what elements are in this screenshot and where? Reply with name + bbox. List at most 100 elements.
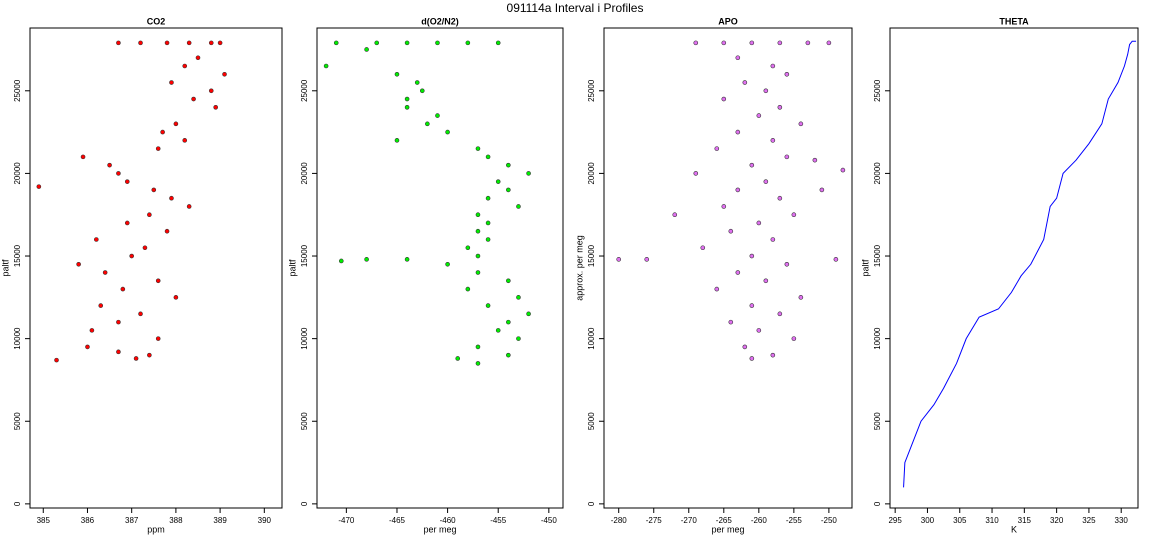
data-point xyxy=(155,336,161,341)
data-point xyxy=(819,187,825,193)
data-point xyxy=(195,55,201,61)
x-tick-label: -250 xyxy=(821,516,838,525)
data-point xyxy=(526,311,531,317)
data-point xyxy=(208,88,214,94)
data-point xyxy=(475,253,481,259)
data-point xyxy=(485,154,491,160)
data-point xyxy=(173,121,179,127)
data-point xyxy=(89,328,95,333)
y-tick-label: 20000 xyxy=(300,162,309,185)
data-point xyxy=(404,40,410,46)
y-tick-label: 0 xyxy=(873,501,882,506)
data-point xyxy=(714,286,720,292)
data-point xyxy=(777,311,783,317)
y-tick-label: 0 xyxy=(13,501,22,506)
data-point xyxy=(770,352,776,358)
data-point xyxy=(506,352,511,358)
data-point xyxy=(516,204,521,209)
data-point xyxy=(749,253,755,259)
data-point xyxy=(693,171,699,176)
data-point xyxy=(791,336,797,341)
data-point xyxy=(129,253,134,259)
data-point xyxy=(756,328,762,333)
data-point xyxy=(142,245,148,251)
data-point xyxy=(155,146,161,151)
data-point xyxy=(419,88,425,94)
data-point xyxy=(364,47,369,52)
data-point xyxy=(147,212,152,218)
y-tick-label: 0 xyxy=(587,501,596,506)
data-point xyxy=(465,245,471,251)
data-point xyxy=(721,96,727,102)
data-point xyxy=(213,105,218,110)
y-tick-label: 10000 xyxy=(13,327,22,350)
data-point xyxy=(840,167,846,173)
data-point xyxy=(124,220,130,226)
data-point xyxy=(98,303,104,308)
data-point xyxy=(735,270,741,275)
x-tick-label: -280 xyxy=(611,516,628,525)
data-point xyxy=(763,278,769,284)
x-tick-label: 325 xyxy=(1082,516,1096,525)
data-point xyxy=(191,96,196,102)
data-point xyxy=(777,105,783,110)
x-tick-label: 315 xyxy=(1018,516,1032,525)
data-point xyxy=(414,80,420,85)
x-tick-label: 310 xyxy=(985,516,999,525)
plot-frame xyxy=(316,27,564,509)
data-point xyxy=(475,270,481,275)
x-tick-label: -460 xyxy=(440,516,457,525)
y-tick-label: 20000 xyxy=(587,162,596,185)
y-tick-label: 5000 xyxy=(13,412,22,430)
data-point xyxy=(76,261,81,267)
data-point xyxy=(672,212,678,218)
data-point xyxy=(36,184,42,189)
data-point xyxy=(728,319,734,325)
data-point xyxy=(208,40,214,46)
data-point xyxy=(700,245,706,251)
data-point xyxy=(435,40,440,46)
y-axis-label: paltf xyxy=(0,259,10,277)
x-tick-label: -255 xyxy=(786,516,803,525)
data-point xyxy=(791,212,797,218)
y-tick-label: 10000 xyxy=(300,327,309,350)
data-point xyxy=(465,40,471,46)
plot-frame xyxy=(889,27,1139,509)
y-tick-label: 25000 xyxy=(300,79,309,102)
data-point xyxy=(151,187,157,193)
x-axis-label: K xyxy=(1011,524,1017,534)
data-point xyxy=(475,212,481,218)
data-point xyxy=(784,261,790,267)
y-tick-label: 5000 xyxy=(873,412,882,430)
data-point xyxy=(94,237,99,242)
data-point xyxy=(721,40,727,46)
y-tick-label: 5000 xyxy=(300,412,309,430)
x-tick-label: 389 xyxy=(213,516,227,525)
data-point xyxy=(735,129,741,135)
data-point xyxy=(164,228,170,234)
x-tick-label: -265 xyxy=(716,516,733,525)
data-point xyxy=(394,138,400,143)
y-tick-label: 25000 xyxy=(873,79,882,102)
data-point xyxy=(770,237,776,242)
data-point xyxy=(749,40,755,46)
data-point xyxy=(186,40,192,46)
data-point xyxy=(721,204,727,209)
y-tick-label: 15000 xyxy=(873,244,882,267)
data-point xyxy=(749,303,755,308)
data-point xyxy=(124,179,130,184)
data-point xyxy=(465,286,471,292)
plot-frame xyxy=(603,27,853,509)
data-point xyxy=(435,113,440,118)
x-tick-label: 385 xyxy=(37,516,51,525)
x-tick-label: 388 xyxy=(169,516,183,525)
x-tick-label: -260 xyxy=(751,516,768,525)
y-tick-label: 20000 xyxy=(13,162,22,185)
data-point xyxy=(756,113,762,118)
x-tick-label: 320 xyxy=(1050,516,1064,525)
data-point xyxy=(763,179,769,184)
data-point xyxy=(777,195,783,201)
data-point xyxy=(812,157,818,163)
